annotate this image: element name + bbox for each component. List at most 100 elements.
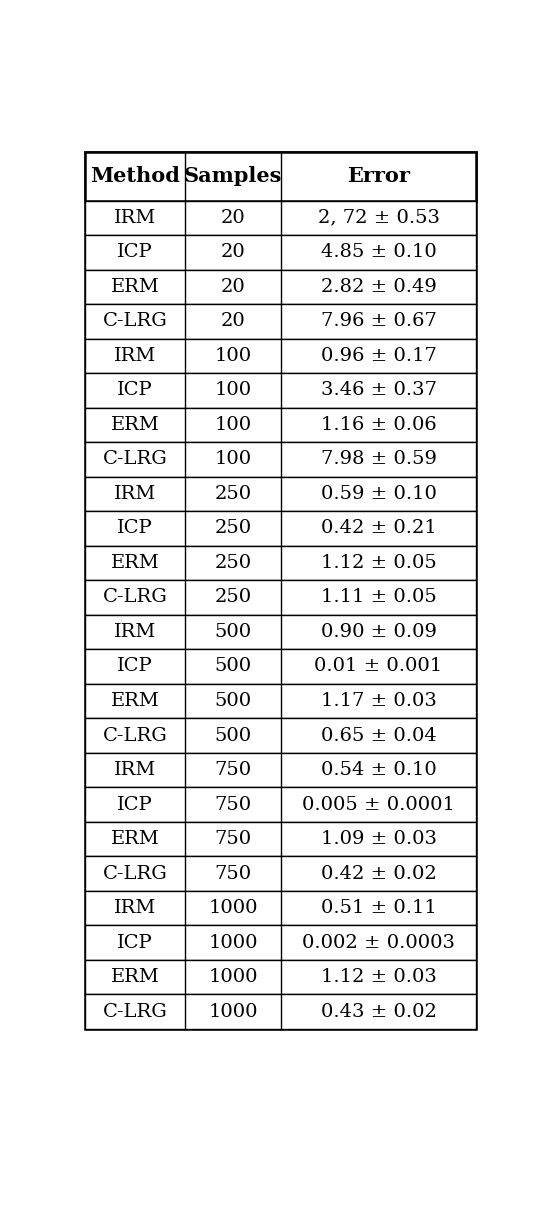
Bar [85,994,476,1029]
Text: Error: Error [347,166,410,186]
Text: 250: 250 [214,519,252,537]
Text: ERM: ERM [111,968,159,987]
Bar [85,546,476,580]
Text: 250: 250 [214,485,252,503]
Text: 0.005 ± 0.0001: 0.005 ± 0.0001 [302,795,455,814]
Text: 0.42 ± 0.02: 0.42 ± 0.02 [321,865,436,883]
Text: 20: 20 [221,278,246,296]
Text: Method: Method [90,166,180,186]
Bar [85,719,476,753]
Bar [85,683,476,719]
Text: ERM: ERM [111,692,159,710]
Text: Samples: Samples [184,166,282,186]
Bar [85,235,476,269]
Text: 500: 500 [214,692,252,710]
Text: 250: 250 [214,588,252,607]
Text: 20: 20 [221,244,246,262]
Bar [85,373,476,408]
Bar [85,408,476,442]
Text: 0.54 ± 0.10: 0.54 ± 0.10 [321,761,436,780]
Bar [85,201,476,235]
Text: IRM: IRM [114,485,156,503]
Text: 1000: 1000 [208,968,258,987]
Text: 0.01 ± 0.001: 0.01 ± 0.001 [315,658,443,676]
Text: ERM: ERM [111,554,159,572]
Text: 0.43 ± 0.02: 0.43 ± 0.02 [321,1002,436,1021]
Text: 100: 100 [214,347,252,365]
Bar [85,926,476,960]
Text: ERM: ERM [111,415,159,434]
Text: 7.98 ± 0.59: 7.98 ± 0.59 [321,451,437,469]
Bar [85,339,476,373]
Bar [85,856,476,890]
Bar [85,476,476,512]
Text: 100: 100 [214,381,252,400]
Text: C-LRG: C-LRG [103,726,168,744]
Bar [85,304,476,339]
Bar [85,152,476,201]
Bar [85,615,476,649]
Bar [85,753,476,787]
Text: IRM: IRM [114,899,156,917]
Bar [85,442,476,476]
Text: 500: 500 [214,726,252,744]
Text: 750: 750 [214,761,252,780]
Bar [85,269,476,304]
Text: IRM: IRM [114,347,156,365]
Bar [85,822,476,856]
Text: ICP: ICP [117,519,153,537]
Text: C-LRG: C-LRG [103,451,168,469]
Text: ERM: ERM [111,829,159,848]
Text: 0.90 ± 0.09: 0.90 ± 0.09 [321,622,437,641]
Text: 1000: 1000 [208,933,258,951]
Text: 100: 100 [214,451,252,469]
Text: 250: 250 [214,554,252,572]
Text: 500: 500 [214,622,252,641]
Bar [85,960,476,994]
Text: 3.46 ± 0.37: 3.46 ± 0.37 [321,381,437,400]
Text: 0.51 ± 0.11: 0.51 ± 0.11 [321,899,436,917]
Text: 1000: 1000 [208,899,258,917]
Text: 20: 20 [221,208,246,227]
Text: 2.82 ± 0.49: 2.82 ± 0.49 [321,278,436,296]
Bar [85,512,476,546]
Text: 4.85 ± 0.10: 4.85 ± 0.10 [321,244,436,262]
Text: ICP: ICP [117,658,153,676]
Text: ERM: ERM [111,278,159,296]
Text: 0.59 ± 0.10: 0.59 ± 0.10 [321,485,436,503]
Text: 1.12 ± 0.05: 1.12 ± 0.05 [321,554,436,572]
Text: IRM: IRM [114,622,156,641]
Text: 7.96 ± 0.67: 7.96 ± 0.67 [321,312,436,330]
Text: ICP: ICP [117,381,153,400]
Text: ICP: ICP [117,795,153,814]
Bar [85,580,476,615]
Text: 0.42 ± 0.21: 0.42 ± 0.21 [321,519,436,537]
Text: 0.65 ± 0.04: 0.65 ± 0.04 [321,726,436,744]
Text: 0.96 ± 0.17: 0.96 ± 0.17 [321,347,436,365]
Text: 500: 500 [214,658,252,676]
Text: 1000: 1000 [208,1002,258,1021]
Bar [85,649,476,683]
Text: ICP: ICP [117,933,153,951]
Text: 2, 72 ± 0.53: 2, 72 ± 0.53 [317,208,439,227]
Text: 750: 750 [214,829,252,848]
Text: IRM: IRM [114,761,156,780]
Text: IRM: IRM [114,208,156,227]
Text: C-LRG: C-LRG [103,865,168,883]
Text: 100: 100 [214,415,252,434]
Bar [85,787,476,822]
Text: 1.09 ± 0.03: 1.09 ± 0.03 [321,829,437,848]
Text: 1.17 ± 0.03: 1.17 ± 0.03 [321,692,436,710]
Text: 1.12 ± 0.03: 1.12 ± 0.03 [321,968,436,987]
Text: 750: 750 [214,795,252,814]
Bar [85,890,476,926]
Text: C-LRG: C-LRG [103,312,168,330]
Text: C-LRG: C-LRG [103,1002,168,1021]
Text: 1.16 ± 0.06: 1.16 ± 0.06 [321,415,436,434]
Text: 750: 750 [214,865,252,883]
Text: ICP: ICP [117,244,153,262]
Text: 1.11 ± 0.05: 1.11 ± 0.05 [321,588,436,607]
Text: 0.002 ± 0.0003: 0.002 ± 0.0003 [302,933,455,951]
Text: 20: 20 [221,312,246,330]
Text: C-LRG: C-LRG [103,588,168,607]
